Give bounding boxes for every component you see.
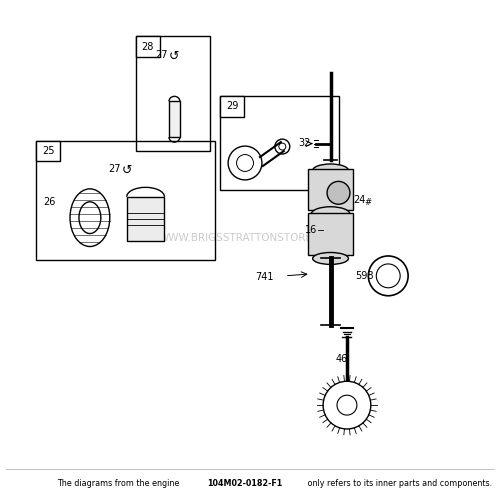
Text: WWW.BRIGSSTRATTONSTORE.COM: WWW.BRIGSSTRATTONSTORE.COM [159, 232, 341, 242]
Bar [36, 140, 215, 260]
Text: 27: 27 [108, 164, 121, 174]
Text: ↺: ↺ [169, 50, 179, 62]
Bar [220, 96, 340, 190]
Bar [169, 102, 180, 137]
Ellipse shape [312, 252, 348, 264]
Text: 16: 16 [305, 225, 317, 235]
Bar [308, 212, 354, 255]
Text: ↺: ↺ [122, 164, 132, 177]
Text: 104M02-0182-F1: 104M02-0182-F1 [208, 480, 283, 488]
Ellipse shape [311, 206, 350, 222]
Bar [136, 36, 160, 57]
Bar [220, 96, 244, 116]
Text: 24: 24 [354, 196, 366, 205]
Text: only refers to its inner parts and components.: only refers to its inner parts and compo… [305, 480, 492, 488]
Text: 26: 26 [44, 197, 56, 207]
Text: 741: 741 [256, 272, 274, 282]
Bar [136, 36, 210, 150]
Text: 27: 27 [156, 50, 168, 59]
Text: The diagrams from the engine: The diagrams from the engine [58, 480, 182, 488]
Bar [308, 170, 354, 210]
Bar [36, 140, 60, 162]
Text: 25: 25 [42, 146, 54, 156]
Text: #: # [364, 198, 372, 207]
Text: 598: 598 [355, 271, 374, 281]
Bar [126, 197, 164, 240]
Text: 29: 29 [226, 102, 238, 112]
Ellipse shape [312, 164, 348, 177]
Text: 28: 28 [142, 42, 154, 51]
Text: 46: 46 [336, 354, 348, 364]
Text: 32: 32 [298, 138, 311, 147]
Circle shape [327, 182, 350, 204]
